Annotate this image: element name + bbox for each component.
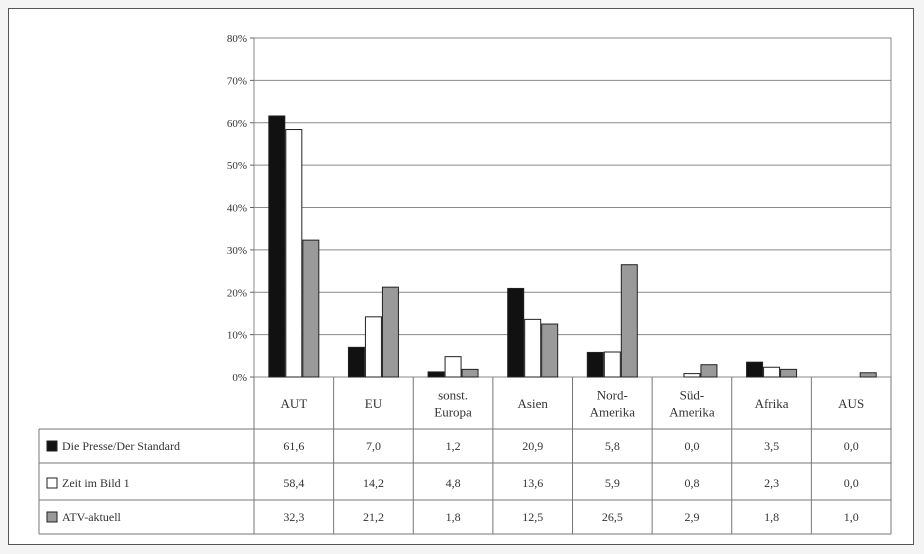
data-label: 26,5 (602, 510, 623, 524)
data-label: 0,0 (844, 439, 859, 453)
y-tick-label: 20% (227, 287, 247, 299)
category-label: Süd- (680, 388, 705, 403)
data-label: 12,5 (522, 510, 543, 524)
y-tick-label: 50% (227, 160, 247, 172)
legend-key (46, 440, 58, 452)
data-label: 0,0 (844, 476, 859, 490)
data-label: 14,2 (363, 476, 384, 490)
category-label: Europa (434, 405, 472, 420)
data-label: 3,5 (764, 439, 779, 453)
legend-label: Zeit im Bild 1 (62, 476, 130, 490)
data-label: 32,3 (283, 510, 304, 524)
bar (364, 316, 382, 378)
bar (302, 239, 320, 378)
bar (347, 346, 365, 378)
data-label: 1,8 (446, 510, 461, 524)
data-label: 4,8 (446, 476, 461, 490)
legend-key (46, 477, 58, 489)
category-label: AUS (838, 396, 864, 411)
data-label: 0,0 (684, 439, 699, 453)
category-label: Nord- (597, 388, 628, 403)
bar (780, 368, 798, 378)
y-tick-label: 80% (227, 33, 247, 45)
category-label: Asien (518, 396, 549, 411)
bar (620, 264, 638, 378)
bar (541, 323, 559, 378)
data-label: 13,6 (522, 476, 543, 490)
category-label: Amerika (590, 405, 636, 420)
bar (586, 351, 604, 378)
y-tick-label: 0% (232, 372, 247, 384)
data-label: 2,9 (684, 510, 699, 524)
y-tick-label: 60% (227, 118, 247, 130)
bar (524, 318, 542, 378)
bar (461, 368, 479, 378)
data-label: 1,8 (764, 510, 779, 524)
data-label: 58,4 (283, 476, 304, 490)
data-label: 1,0 (844, 510, 859, 524)
data-label: 1,2 (446, 439, 461, 453)
data-label: 5,8 (605, 439, 620, 453)
chart-frame: 0% 10% 20% 30% 40% 50% 60% 70% 80% AUT EU sonst. Eur… (8, 8, 914, 545)
data-label: 0,8 (684, 476, 699, 490)
y-tick-label: 40% (227, 203, 247, 215)
bar (381, 286, 399, 378)
data-label: 61,6 (283, 439, 304, 453)
legend-label: ATV-aktuell (62, 510, 122, 524)
legend-label: Die Presse/Der Standard (62, 439, 180, 453)
bar (603, 351, 621, 378)
bar (444, 356, 462, 378)
category-label: EU (365, 396, 383, 411)
category-label: Afrika (755, 396, 789, 411)
category-label: Amerika (669, 405, 715, 420)
legend-key (46, 511, 58, 523)
y-tick-label: 70% (227, 75, 247, 87)
category-label: sonst. (438, 388, 468, 403)
bar (700, 364, 718, 378)
data-label: 20,9 (522, 439, 543, 453)
data-label: 2,3 (764, 476, 779, 490)
data-label: 5,9 (605, 476, 620, 490)
bar (859, 372, 877, 378)
bar (427, 371, 445, 378)
data-label: 21,2 (363, 510, 384, 524)
bar (763, 366, 781, 378)
bar (746, 361, 764, 378)
bar (507, 287, 525, 378)
data-label: 7,0 (366, 439, 381, 453)
bar (268, 115, 286, 378)
y-tick-label: 10% (227, 330, 247, 342)
bar (683, 373, 701, 378)
category-label: AUT (280, 396, 307, 411)
bar-chart-with-data-table: 0% 10% 20% 30% 40% 50% 60% 70% 80% AUT EU sonst. Eur… (38, 33, 892, 535)
y-tick-label: 30% (227, 245, 247, 257)
bar (285, 129, 303, 378)
